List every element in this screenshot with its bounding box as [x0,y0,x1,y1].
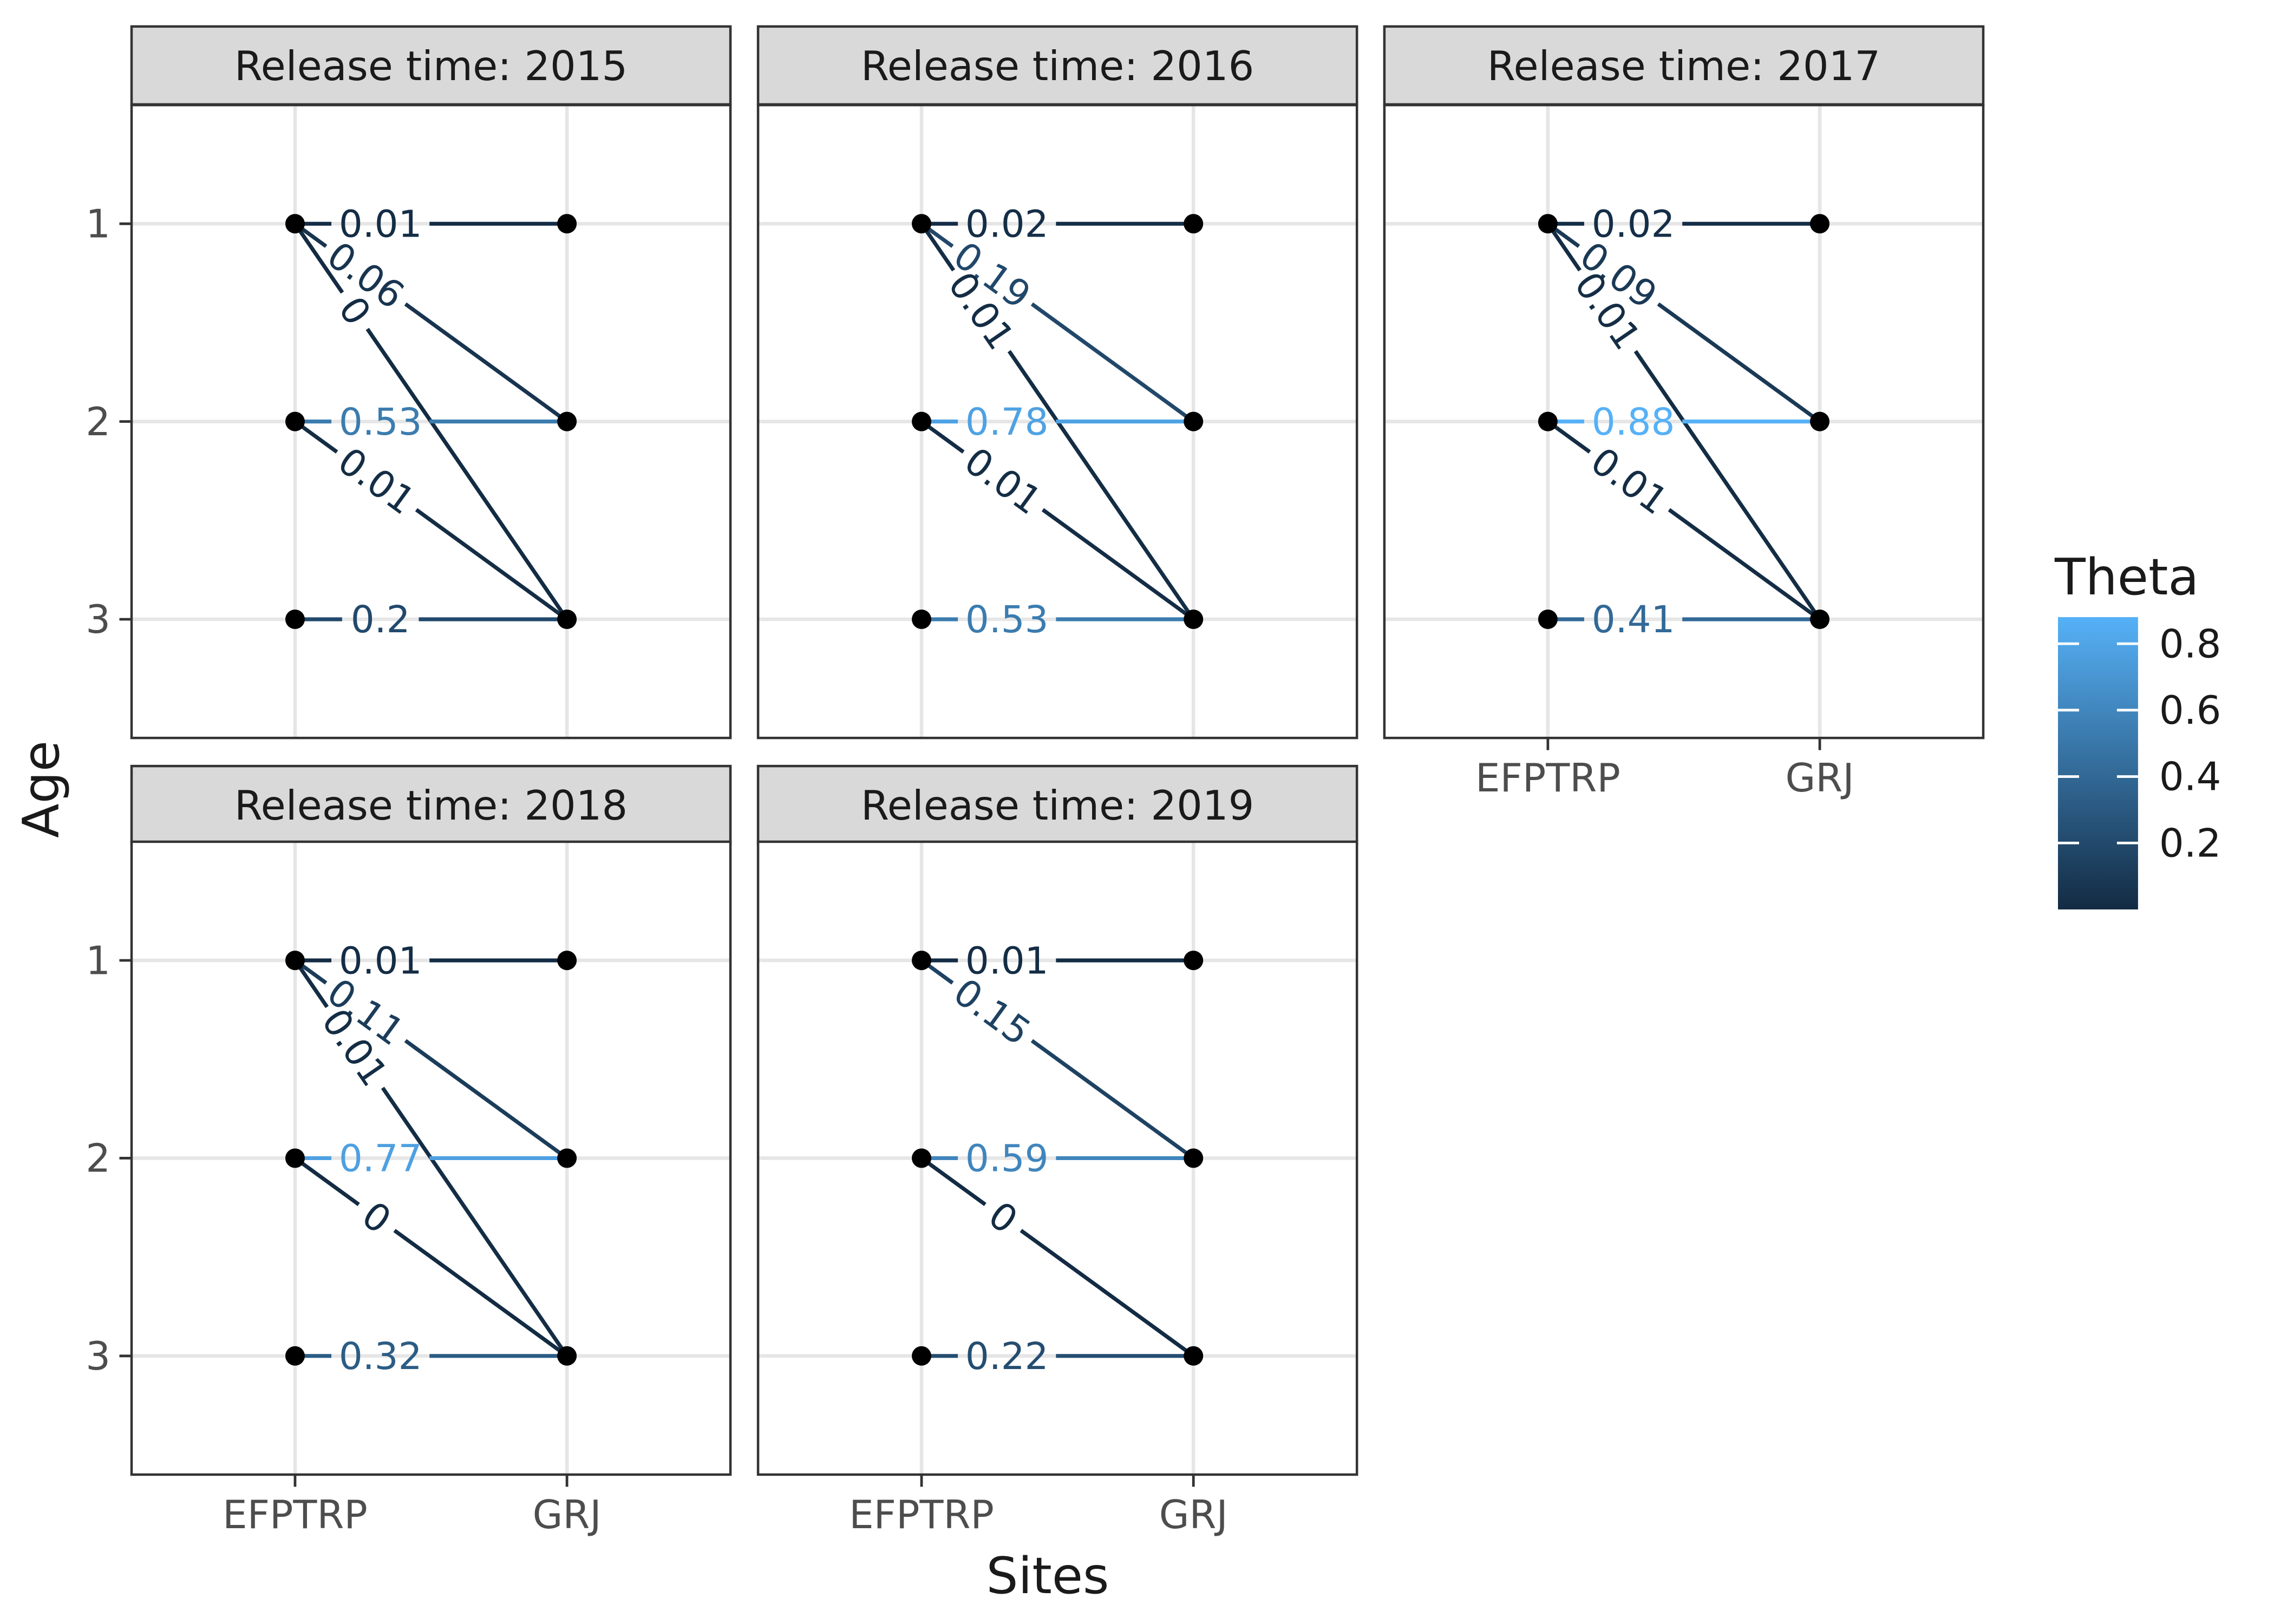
x-tick-label: GRJ [1159,1492,1228,1537]
edge-line [365,328,569,621]
x-tick-label: EFPTRP [223,1492,368,1537]
data-point [1538,411,1558,431]
edge-theta-label: 0.41 [1592,598,1675,641]
data-point [285,951,305,971]
data-point [1810,609,1830,629]
y-tick-label: 2 [86,1136,110,1181]
data-point [912,411,932,431]
edge-line [381,1086,569,1357]
data-point [912,214,932,234]
data-point [285,214,305,234]
facet-strip [1383,25,1985,106]
edge-theta-label: 0.02 [1592,202,1675,246]
facet-strip [130,25,732,106]
edge-line [1030,302,1195,423]
y-axis-title: Age [13,741,71,838]
y-tick-label: 1 [86,201,110,247]
facet-strip [130,764,732,846]
facet-strip-label: Release time: 2015 [234,42,628,90]
data-point [285,609,305,629]
facet-strip-label: Release time: 2016 [861,42,1254,90]
edge-theta-label: 0.2 [351,598,410,641]
data-point [1184,951,1204,971]
edge-line [1668,508,1821,621]
panel-border [1383,103,1985,739]
edge-theta-label: 0.53 [339,401,422,444]
edge-line [920,1156,986,1206]
data-point [1184,1346,1204,1366]
y-tick-label: 1 [86,938,110,983]
edge-line [293,222,344,294]
facet-strip-label: Release time: 2018 [234,782,628,829]
edge-line [393,1229,568,1358]
edge-theta-label: 0.01 [339,202,422,246]
facet-strip-label: Release time: 2017 [1487,42,1880,90]
data-point [557,411,577,431]
data-point [1538,609,1558,629]
data-point [912,1148,932,1168]
edge-line [1020,1229,1195,1358]
y-tick-label: 3 [86,1333,110,1379]
legend-colorbar [2058,617,2138,909]
x-axis-title: Sites [986,1548,1109,1606]
data-point [285,411,305,431]
edge-theta-label: 0.02 [965,202,1049,246]
legend-tick-label: 0.8 [2159,621,2221,666]
x-tick-label: GRJ [533,1492,602,1537]
data-point [1810,411,1830,431]
legend-title: Theta [2055,549,2199,607]
panel-border [756,840,1358,1476]
data-point [1184,214,1204,234]
edge-theta-label: 0.88 [1592,401,1675,444]
edge-line [1007,350,1195,621]
data-point [285,1148,305,1168]
data-point [285,1346,305,1366]
data-point [1184,411,1204,431]
edge-line [1633,350,1822,621]
legend-tick-label: 0.2 [2159,820,2221,866]
data-point [557,1148,577,1168]
legend-tick-label: 0.4 [2159,754,2221,800]
edge-theta-label: 0.77 [339,1137,422,1181]
edge-theta-label: 0.01 [339,939,422,983]
x-tick-label: EFPTRP [1475,755,1620,801]
x-tick-label: GRJ [1786,755,1854,801]
edge-line [293,1156,360,1206]
legend-tick-label: 0.6 [2159,687,2221,733]
data-point [912,951,932,971]
edge-line [1657,302,1821,423]
edge-line [1041,508,1195,621]
edge-theta-label: 0.78 [965,401,1049,444]
edge-theta-label: 0.22 [965,1335,1049,1378]
data-point [1184,1148,1204,1168]
facet-strip-label: Release time: 2019 [861,782,1254,829]
edge-theta-label: 0.01 [965,939,1049,983]
y-tick-label: 2 [86,399,110,444]
edge-line [404,302,568,423]
data-point [557,951,577,971]
data-point [1184,609,1204,629]
data-point [557,214,577,234]
data-point [1538,214,1558,234]
edge-line [404,1039,568,1160]
edge-theta-label: 0.32 [339,1335,422,1378]
edge-line [415,508,568,621]
data-point [912,609,932,629]
y-tick-label: 3 [86,597,110,642]
panel-border [756,103,1358,739]
edge-line [1030,1039,1195,1160]
edge-theta-label: 0.59 [965,1137,1049,1181]
data-point [557,609,577,629]
data-point [1810,214,1830,234]
edge-theta-label: 0.53 [965,598,1049,641]
data-point [557,1346,577,1366]
x-tick-label: EFPTRP [849,1492,994,1537]
data-point [912,1346,932,1366]
facet-strip [756,764,1358,846]
